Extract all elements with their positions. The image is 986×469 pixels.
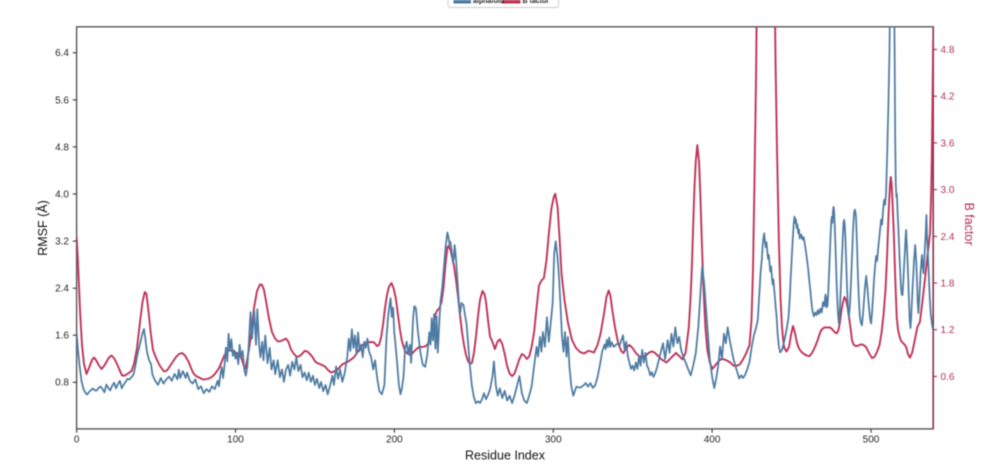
svg-text:400: 400 bbox=[704, 435, 721, 446]
svg-text:100: 100 bbox=[227, 435, 244, 446]
svg-text:1.8: 1.8 bbox=[941, 278, 955, 289]
svg-text:5.6: 5.6 bbox=[55, 95, 69, 106]
svg-text:1.2: 1.2 bbox=[941, 325, 955, 336]
svg-text:6.4: 6.4 bbox=[55, 48, 69, 59]
svg-text:Residue Index: Residue Index bbox=[465, 449, 546, 463]
svg-text:alphafold: alphafold bbox=[473, 0, 504, 5]
svg-text:3.6: 3.6 bbox=[941, 138, 955, 149]
svg-text:200: 200 bbox=[386, 435, 403, 446]
svg-text:2.4: 2.4 bbox=[55, 284, 69, 295]
svg-text:B factor: B factor bbox=[962, 202, 976, 245]
svg-text:500: 500 bbox=[863, 435, 880, 446]
svg-text:0: 0 bbox=[74, 435, 80, 446]
svg-text:300: 300 bbox=[545, 435, 562, 446]
svg-text:4.8: 4.8 bbox=[941, 45, 955, 56]
svg-text:3.0: 3.0 bbox=[941, 185, 955, 196]
svg-text:4.2: 4.2 bbox=[941, 92, 955, 103]
svg-text:2.4: 2.4 bbox=[941, 232, 955, 243]
svg-text:3.2: 3.2 bbox=[55, 237, 69, 248]
svg-text:1.6: 1.6 bbox=[55, 331, 69, 342]
svg-text:0.6: 0.6 bbox=[941, 372, 955, 383]
svg-text:4.8: 4.8 bbox=[55, 142, 69, 153]
svg-text:B factor: B factor bbox=[523, 0, 550, 5]
svg-text:4.0: 4.0 bbox=[55, 189, 69, 200]
svg-text:0.8: 0.8 bbox=[55, 378, 69, 389]
svg-text:RMSF (Å): RMSF (Å) bbox=[35, 200, 50, 256]
